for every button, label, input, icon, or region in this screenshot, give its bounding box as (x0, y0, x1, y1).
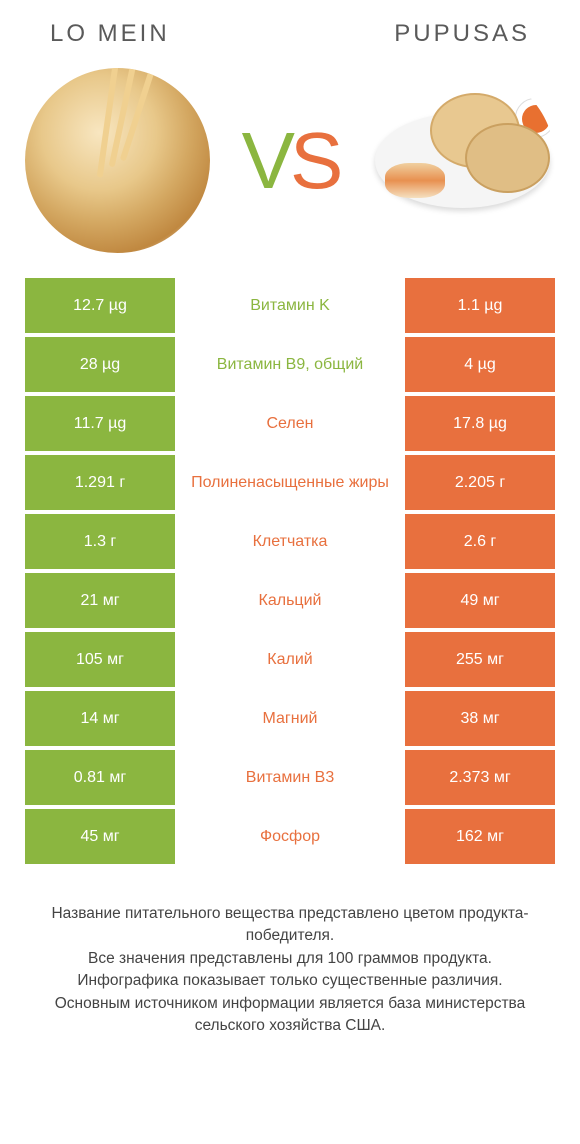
nutrient-label: Полиненасыщенные жиры (175, 455, 405, 510)
value-right: 2.373 мг (405, 750, 555, 805)
table-row: 21 мгКальций49 мг (25, 573, 555, 628)
table-row: 14 мгМагний38 мг (25, 691, 555, 746)
footer-line: Все значения представлены для 100 граммо… (30, 948, 550, 970)
vs-v: V (242, 116, 290, 205)
nutrient-label: Витамин K (175, 278, 405, 333)
value-left: 12.7 µg (25, 278, 175, 333)
images-row: VS (0, 58, 580, 278)
value-right: 4 µg (405, 337, 555, 392)
table-row: 0.81 мгВитамин B32.373 мг (25, 750, 555, 805)
nutrient-label: Селен (175, 396, 405, 451)
value-left: 11.7 µg (25, 396, 175, 451)
table-row: 12.7 µgВитамин K1.1 µg (25, 278, 555, 333)
value-right: 49 мг (405, 573, 555, 628)
header: Lo mein Pupusas (0, 0, 580, 58)
table-row: 11.7 µgСелен17.8 µg (25, 396, 555, 451)
value-left: 14 мг (25, 691, 175, 746)
value-left: 1.291 г (25, 455, 175, 510)
table-row: 1.291 гПолиненасыщенные жиры2.205 г (25, 455, 555, 510)
title-left: Lo mein (50, 20, 170, 48)
value-left: 21 мг (25, 573, 175, 628)
footer-line: Название питательного вещества представл… (30, 903, 550, 948)
value-right: 1.1 µg (405, 278, 555, 333)
vs-s: S (290, 116, 338, 205)
nutrient-label: Фосфор (175, 809, 405, 864)
lo-mein-image (25, 68, 210, 253)
footer-text: Название питательного вещества представл… (0, 868, 580, 1058)
nutrient-label: Магний (175, 691, 405, 746)
value-right: 17.8 µg (405, 396, 555, 451)
value-right: 162 мг (405, 809, 555, 864)
value-left: 105 мг (25, 632, 175, 687)
nutrient-label: Витамин B9, общий (175, 337, 405, 392)
comparison-table: 12.7 µgВитамин K1.1 µg28 µgВитамин B9, о… (0, 278, 580, 864)
nutrient-label: Калий (175, 632, 405, 687)
vs-label: VS (242, 115, 339, 207)
table-row: 28 µgВитамин B9, общий4 µg (25, 337, 555, 392)
value-right: 38 мг (405, 691, 555, 746)
value-right: 255 мг (405, 632, 555, 687)
footer-line: Основным источником информации является … (30, 993, 550, 1038)
value-left: 45 мг (25, 809, 175, 864)
nutrient-label: Витамин B3 (175, 750, 405, 805)
value-left: 28 µg (25, 337, 175, 392)
table-row: 45 мгФосфор162 мг (25, 809, 555, 864)
nutrient-label: Кальций (175, 573, 405, 628)
value-left: 1.3 г (25, 514, 175, 569)
footer-line: Инфографика показывает только существенн… (30, 970, 550, 992)
nutrient-label: Клетчатка (175, 514, 405, 569)
value-right: 2.6 г (405, 514, 555, 569)
value-right: 2.205 г (405, 455, 555, 510)
table-row: 1.3 гКлетчатка2.6 г (25, 514, 555, 569)
title-right: Pupusas (394, 20, 530, 48)
pupusas-image (370, 68, 555, 253)
value-left: 0.81 мг (25, 750, 175, 805)
table-row: 105 мгКалий255 мг (25, 632, 555, 687)
